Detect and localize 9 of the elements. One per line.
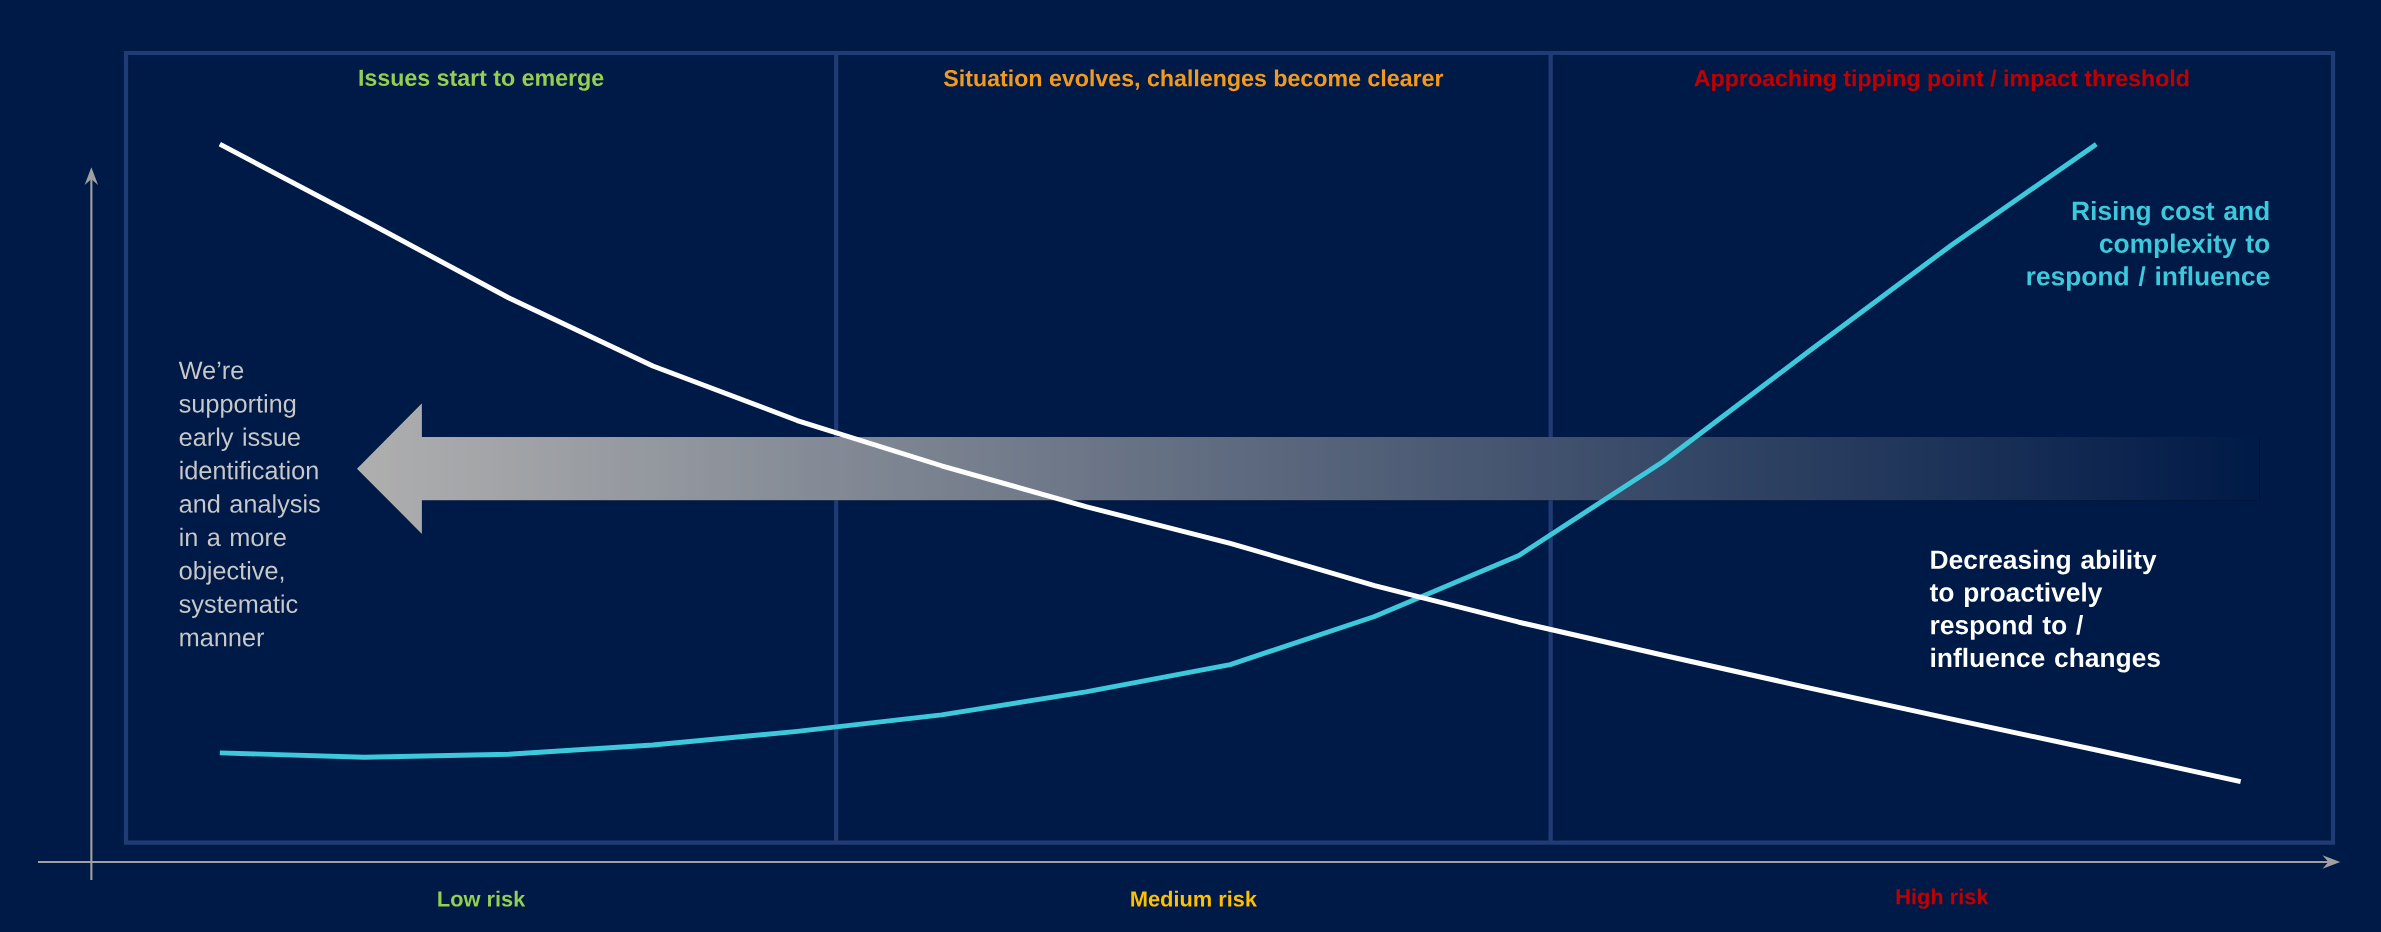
text: High risk bbox=[1896, 888, 1989, 909]
text: Medium risk bbox=[1131, 890, 1257, 907]
series-label: Rising cost and complexity to respond / influence bbox=[2027, 200, 2270, 291]
text: Issues start to emerge bbox=[359, 69, 604, 91]
text: Low risk bbox=[438, 890, 526, 907]
text: Situation evolves, challenges become clearer bbox=[943, 69, 1444, 92]
series-label: Decreasing ability to proactively respond to / influence changes bbox=[1929, 549, 2160, 673]
text: Approaching tipping point / impact threshold bbox=[1694, 69, 2189, 92]
text: We’re supporting early issue identification and analysis in a more objective, systematic manner bbox=[178, 361, 320, 647]
